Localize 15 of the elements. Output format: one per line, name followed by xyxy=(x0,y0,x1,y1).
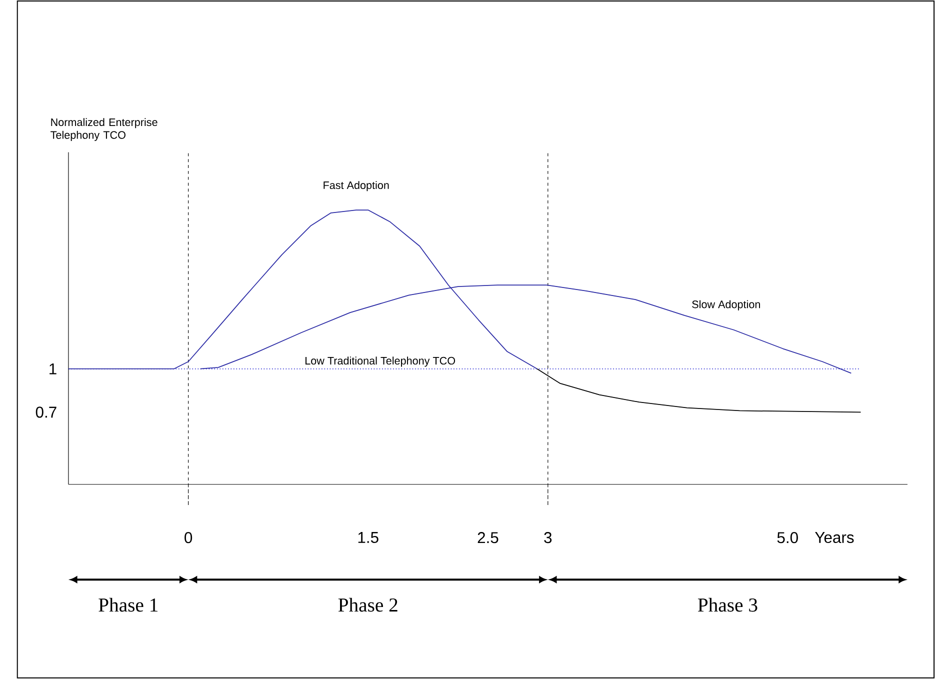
series-label: Slow Adoption xyxy=(692,300,760,310)
text: Fast Adoption xyxy=(324,181,389,192)
text: Phase 3 xyxy=(698,598,758,612)
x-tick-label: 5.0 xyxy=(777,532,798,544)
x-tick-label: 2.5 xyxy=(478,532,498,544)
y-tick-label: 1 xyxy=(50,363,56,374)
text: Phase 2 xyxy=(338,598,398,612)
text: Phase 1 xyxy=(98,598,158,612)
x-tick-label: 0 xyxy=(184,532,192,544)
x-axis-title: Years xyxy=(815,532,854,544)
x-tick-label: 1.5 xyxy=(358,532,378,544)
y-axis-title: Normalized Enterprise Telephony TCO xyxy=(50,118,158,141)
y-tick-label: 0.7 xyxy=(36,406,56,418)
ref-line-label: Low Traditional Telephony TCO xyxy=(306,356,456,367)
x-tick-label: 3 xyxy=(544,532,552,544)
